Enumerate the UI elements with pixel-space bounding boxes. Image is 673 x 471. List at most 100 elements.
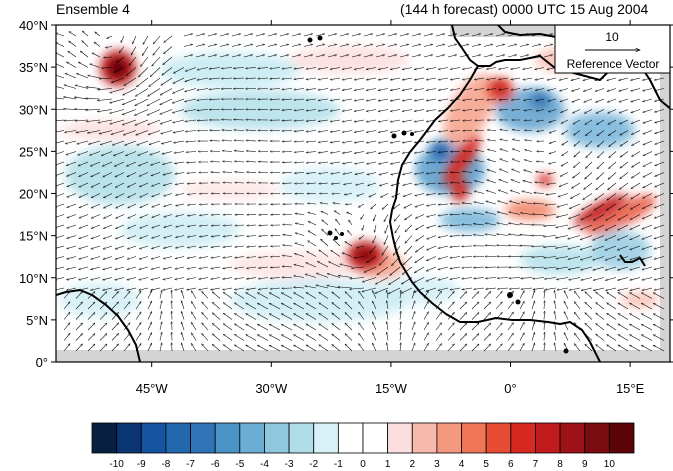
wind-vector — [535, 172, 545, 173]
wind-vector — [97, 98, 113, 101]
wind-vector — [342, 88, 353, 91]
wind-vector — [426, 173, 437, 174]
wind-vector — [367, 172, 377, 175]
wind-vector — [343, 172, 353, 175]
wind-vector — [511, 110, 521, 111]
wind-vector — [475, 160, 485, 163]
wind-vector — [499, 99, 509, 100]
wind-vector — [330, 67, 341, 70]
wind-vector — [447, 44, 457, 47]
wind-vector — [320, 203, 329, 204]
wind-vector — [402, 88, 413, 91]
wind-vector — [531, 44, 541, 47]
wind-vector — [306, 152, 317, 153]
wind-vector — [354, 140, 365, 143]
wind-vector — [56, 130, 65, 133]
wind-vector — [607, 182, 617, 190]
wind-vector — [330, 140, 341, 143]
wind-vector — [560, 109, 569, 113]
wind-vector — [568, 214, 581, 219]
wind-vector — [524, 110, 533, 111]
wind-vector — [318, 109, 329, 111]
wind-vector — [322, 220, 329, 226]
wind-vector — [523, 98, 533, 100]
wind-vector — [175, 203, 185, 206]
wind-vector — [219, 55, 229, 58]
wind-vector — [210, 161, 221, 162]
wind-vector — [209, 67, 221, 69]
wind-vector — [438, 88, 449, 91]
wind-vector — [561, 161, 569, 167]
wind-vector — [95, 32, 101, 37]
wind-vector — [366, 151, 377, 154]
colorbar-swatch — [239, 422, 265, 454]
wind-vector — [607, 98, 617, 102]
wind-vector — [294, 152, 305, 153]
wind-vector — [318, 173, 329, 174]
wind-vector — [185, 109, 197, 112]
wind-vector — [187, 204, 197, 205]
wind-vector — [356, 182, 365, 185]
wind-vector — [462, 171, 473, 172]
wind-vector — [128, 193, 137, 198]
wind-vector — [399, 55, 409, 58]
wind-vector — [342, 151, 353, 154]
wind-vector — [91, 203, 101, 209]
wind-vector — [282, 110, 293, 111]
wind-vector — [586, 151, 593, 158]
wind-vector — [361, 214, 365, 220]
wind-vector — [342, 140, 353, 143]
wind-vector — [327, 34, 337, 37]
wind-vector — [132, 35, 137, 44]
wind-vector — [152, 56, 161, 66]
wind-vector — [63, 109, 77, 110]
wind-vector — [593, 224, 605, 231]
wind-vector — [138, 67, 149, 77]
wind-vector — [366, 161, 377, 164]
wind-vector — [115, 214, 125, 219]
wind-vector — [543, 225, 557, 226]
colorbar-swatch — [411, 422, 438, 454]
colorbar-swatch — [387, 422, 413, 454]
wind-vector — [393, 203, 401, 209]
wind-vector — [246, 161, 257, 162]
colorbar-swatch — [362, 422, 389, 454]
wind-vector — [485, 223, 497, 226]
wind-vector — [259, 225, 269, 226]
wind-vector — [620, 151, 629, 158]
wind-vector — [103, 203, 113, 209]
wind-vector — [119, 46, 125, 53]
wind-vector — [164, 35, 173, 43]
wind-vector — [78, 61, 89, 68]
wind-vector — [402, 172, 413, 175]
wind-vector — [581, 214, 593, 221]
wind-vector — [475, 170, 485, 173]
wind-vector — [461, 224, 473, 225]
wind-vector — [255, 55, 265, 58]
wind-vector — [197, 98, 209, 100]
wind-vector — [655, 151, 665, 156]
wind-vector — [524, 140, 533, 141]
wind-vector — [183, 44, 193, 47]
wind-vector — [499, 88, 509, 90]
wind-vector — [450, 131, 461, 132]
wind-vector — [103, 172, 113, 178]
wind-vector — [378, 88, 389, 91]
wind-vector — [561, 119, 569, 124]
wind-vector — [498, 190, 509, 194]
wind-vector — [390, 98, 401, 101]
wind-vector — [584, 182, 593, 189]
wind-vector — [462, 192, 473, 194]
wind-vector — [173, 77, 185, 84]
wind-vector — [546, 194, 557, 195]
wind-vector — [219, 34, 229, 37]
wind-vector — [654, 193, 665, 198]
wind-vector — [294, 110, 305, 111]
wind-vector — [399, 44, 409, 47]
wind-vector — [135, 88, 149, 97]
wind-vector — [295, 214, 305, 215]
wind-vector — [379, 172, 389, 175]
wind-vector — [543, 44, 553, 47]
wind-vector — [243, 44, 253, 47]
colorbar-label: -10 — [109, 459, 124, 470]
